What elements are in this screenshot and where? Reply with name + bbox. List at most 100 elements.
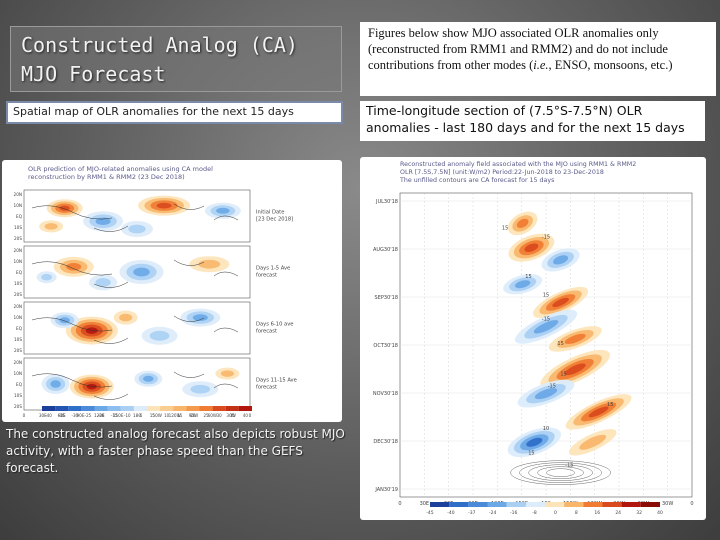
hov-anomaly-band bbox=[588, 406, 609, 418]
hov-contour-label: 15 bbox=[528, 450, 534, 456]
hov-colorbar-label: 32 bbox=[636, 510, 642, 516]
map-panel-sublabel: forecast bbox=[256, 272, 277, 278]
olr-spatial-map-figure: OLR prediction of MJO-related anomalies … bbox=[2, 160, 342, 422]
description-text-1: Figures below show MJO associated OLR an… bbox=[368, 26, 668, 73]
hov-lon-label: 0 bbox=[398, 501, 401, 507]
lat-tick-label: 20S bbox=[14, 236, 22, 241]
hov-colorbar-label: 8 bbox=[575, 510, 578, 516]
hov-contour-label: -15 bbox=[565, 463, 573, 469]
olr-hovmoller-figure: Reconstructed anomaly field associated w… bbox=[360, 157, 706, 520]
map-panel-sublabel: [23 Dec 2018] bbox=[256, 216, 293, 222]
map-colorbar-label: -35 bbox=[58, 413, 65, 418]
olr-anomaly-blob bbox=[143, 375, 154, 382]
map-colorbar-swatch bbox=[160, 406, 174, 411]
map-colorbar-label: 30 bbox=[217, 413, 223, 418]
hov-colorbar-swatch bbox=[430, 502, 450, 507]
lon-tick-label: 30E bbox=[39, 413, 47, 418]
lon-tick-label: 0 bbox=[249, 413, 252, 418]
hov-colorbar-swatch bbox=[506, 502, 526, 507]
map-colorbar-swatch bbox=[120, 406, 134, 411]
coastline bbox=[31, 371, 239, 400]
map-colorbar-label: -10 bbox=[124, 413, 131, 418]
map-colorbar-swatch bbox=[107, 406, 121, 411]
hov-colorbar-label: 16 bbox=[594, 510, 600, 516]
hov-anomaly-band bbox=[564, 333, 586, 344]
hov-lon-label: 0 bbox=[690, 501, 693, 507]
lat-tick-label: 10N bbox=[14, 259, 22, 264]
map-colorbar-swatch bbox=[173, 406, 187, 411]
olr-anomaly-blob bbox=[95, 278, 111, 287]
map-panel-label: Days 1-5 Ave bbox=[256, 265, 290, 271]
map-panel-sublabel: forecast bbox=[256, 384, 277, 390]
lat-tick-label: 10S bbox=[14, 337, 22, 342]
hov-colorbar-label: 0 bbox=[554, 510, 557, 516]
lon-tick-label: 150W bbox=[150, 413, 162, 418]
map-colorbar-label: -15 bbox=[111, 413, 118, 418]
hov-anomaly-band bbox=[579, 434, 607, 450]
lat-tick-label: EQ bbox=[16, 214, 23, 219]
map-colorbar-label: -30 bbox=[72, 413, 79, 418]
hov-contour-label: -15 bbox=[542, 317, 550, 323]
lon-tick-label: 120E bbox=[94, 413, 105, 418]
hov-date-label: DEC30'18 bbox=[373, 439, 398, 445]
hov-contour-label: 15 bbox=[560, 371, 566, 377]
right-caption: Time-longitude section of (7.5°S-7.5°N) … bbox=[360, 101, 705, 141]
forecast-contour bbox=[510, 460, 611, 485]
lat-tick-label: 10N bbox=[14, 371, 22, 376]
hov-colorbar-swatch bbox=[525, 502, 545, 507]
description-box: Figures below show MJO associated OLR an… bbox=[360, 22, 716, 96]
hov-colorbar-swatch bbox=[583, 502, 603, 507]
map-panel-label: Days 11-15 Ave bbox=[256, 377, 297, 383]
hov-title-3: The unfilled contours are CA forecast fo… bbox=[399, 177, 554, 184]
map-colorbar-swatch bbox=[133, 406, 147, 411]
coastline bbox=[31, 315, 239, 344]
slide-title: Constructed Analog (CA) MJO Forecast bbox=[10, 26, 342, 92]
map-colorbar-swatch bbox=[199, 406, 213, 411]
lat-tick-label: 20N bbox=[14, 360, 22, 365]
hov-colorbar-swatch bbox=[621, 502, 641, 507]
map-colorbar-swatch bbox=[238, 406, 252, 411]
forecast-contour bbox=[519, 462, 602, 483]
olr-anomaly-blob bbox=[192, 314, 208, 321]
hov-colorbar-label: 24 bbox=[615, 510, 621, 516]
map-panel-sublabel: forecast bbox=[256, 328, 277, 334]
map-colorbar-swatch bbox=[147, 406, 161, 411]
hov-colorbar-swatch bbox=[487, 502, 507, 507]
forecast-contour bbox=[528, 464, 593, 481]
hov-date-label: JUL30'18 bbox=[375, 199, 398, 205]
hov-colorbar-label: -40 bbox=[447, 510, 454, 516]
lat-tick-label: 20N bbox=[14, 192, 22, 197]
map-colorbar-swatch bbox=[186, 406, 200, 411]
lat-tick-label: 20S bbox=[14, 404, 22, 409]
hov-colorbar-label: 40 bbox=[657, 510, 663, 516]
olr-anomaly-blob bbox=[133, 267, 150, 277]
olr-anomaly-blob bbox=[59, 205, 70, 211]
forecast-contour bbox=[546, 468, 575, 477]
description-italic: i.e. bbox=[533, 58, 549, 73]
olr-anomaly-blob bbox=[44, 223, 58, 230]
map-colorbar-swatch bbox=[68, 406, 82, 411]
coastline bbox=[31, 203, 239, 232]
olr-anomaly-blob bbox=[119, 313, 133, 322]
hov-date-label: SEP30'18 bbox=[375, 295, 398, 301]
lon-tick-label: 60E bbox=[58, 413, 66, 418]
map-colorbar-label: -40 bbox=[45, 413, 52, 418]
hov-contour-label: 15 bbox=[543, 292, 549, 298]
hov-contour-label: 15 bbox=[557, 341, 563, 347]
olr-anomaly-blob bbox=[128, 224, 146, 234]
hov-colorbar-label: -45 bbox=[426, 510, 433, 516]
hov-anomaly-band bbox=[564, 363, 586, 376]
hov-anomaly-band bbox=[514, 280, 531, 289]
map-colorbar-label: 20 bbox=[190, 413, 196, 418]
hov-contour-label: 15 bbox=[525, 274, 531, 280]
hov-colorbar-label: -37 bbox=[468, 510, 475, 516]
lat-tick-label: 20N bbox=[14, 248, 22, 253]
lon-tick-label: 120W bbox=[169, 413, 181, 418]
map-colorbar-label: 10 bbox=[164, 413, 170, 418]
hov-colorbar-swatch bbox=[640, 502, 660, 507]
hov-anomaly-band bbox=[553, 255, 569, 265]
hov-anomaly-band bbox=[516, 218, 529, 229]
olr-anomaly-blob bbox=[149, 330, 170, 341]
